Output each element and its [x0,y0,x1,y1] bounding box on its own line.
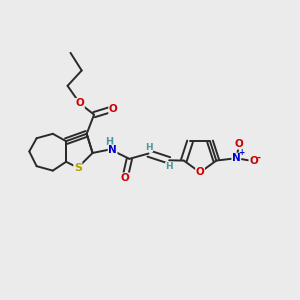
Text: O: O [121,173,129,183]
Text: H: H [166,162,173,171]
Text: O: O [76,98,84,109]
Text: +: + [238,148,244,158]
Text: H: H [145,142,153,152]
Text: -: - [257,153,261,163]
Text: O: O [235,139,244,149]
Text: H: H [105,137,113,147]
Text: N: N [108,145,117,155]
Text: N: N [232,153,241,163]
Text: O: O [249,156,258,166]
Text: O: O [109,104,118,114]
Text: S: S [74,163,82,173]
Text: O: O [196,167,204,177]
